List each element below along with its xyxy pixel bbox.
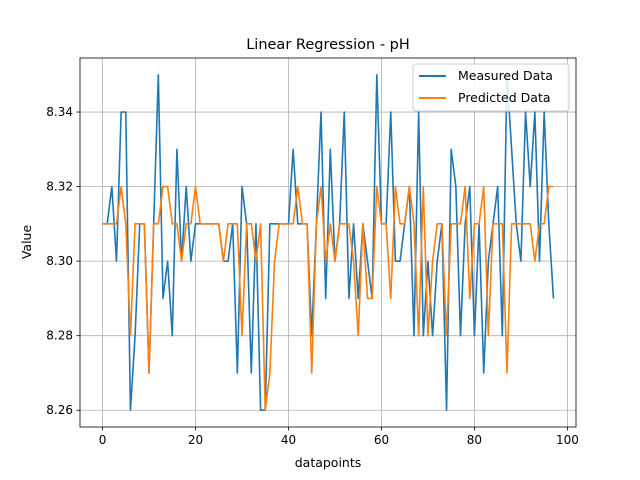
y-tick-label: 8.26 — [46, 403, 73, 417]
y-axis-label: Value — [19, 225, 34, 260]
legend-label-measured: Measured Data — [458, 68, 553, 83]
x-axis-label: datapoints — [295, 455, 362, 470]
legend: Measured Data Predicted Data — [412, 63, 570, 112]
x-tick-label: 20 — [188, 433, 203, 447]
y-tick-label: 8.34 — [46, 105, 73, 119]
y-tick-label: 8.30 — [46, 254, 73, 268]
x-tick-label: 40 — [281, 433, 296, 447]
predicted-data-line — [102, 185, 554, 412]
axis-ticks: 0 20 40 60 80 100 8.26 8.28 8.30 8.32 8.34 — [46, 105, 579, 447]
plot-frame — [79, 57, 577, 428]
legend-box — [412, 63, 570, 112]
legend-label-predicted: Predicted Data — [458, 90, 551, 105]
x-tick-label: 0 — [99, 433, 107, 447]
x-tick-label: 100 — [556, 433, 579, 447]
measured-data-line — [102, 73, 555, 412]
plot-lines — [102, 73, 555, 412]
y-tick-label: 8.32 — [46, 180, 73, 194]
x-tick-label: 60 — [374, 433, 389, 447]
y-tick-label: 8.28 — [46, 329, 73, 343]
chart-title: Linear Regression - pH — [246, 37, 410, 53]
x-tick-label: 80 — [467, 433, 482, 447]
